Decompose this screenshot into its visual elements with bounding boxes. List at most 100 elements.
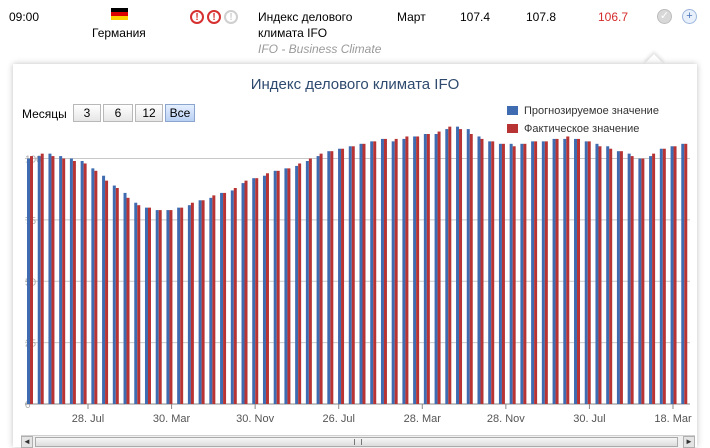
bar-actual [265, 173, 269, 404]
bar-forecast [498, 143, 502, 404]
bar-actual [51, 156, 55, 404]
bar-actual [169, 210, 173, 404]
bar-forecast [80, 161, 84, 404]
x-tick-label: 30. Nov [236, 413, 274, 425]
scroll-right-button[interactable]: ► [683, 436, 695, 448]
bar-forecast [531, 141, 535, 404]
bar-actual [30, 156, 33, 404]
bar-actual [298, 163, 302, 404]
importance-icon: ! [224, 10, 238, 24]
bar-actual [534, 141, 538, 404]
bar-forecast [413, 136, 417, 405]
bar-actual [491, 141, 495, 404]
scroll-left-button[interactable]: ◄ [21, 436, 33, 448]
bar-actual [83, 163, 87, 404]
bar-forecast [252, 178, 256, 404]
bar-forecast [37, 156, 41, 404]
range-button-3[interactable]: 3 [73, 104, 101, 122]
range-button-all[interactable]: Все [165, 104, 195, 122]
chart-scrollbar[interactable]: ◄ ► [21, 435, 695, 448]
range-button-12[interactable]: 12 [135, 104, 163, 122]
bar-forecast [616, 151, 620, 404]
bar-forecast [295, 165, 299, 404]
bar-actual [652, 153, 656, 404]
bar-actual [373, 141, 377, 404]
bar-forecast [659, 148, 663, 404]
bar-forecast [509, 143, 513, 404]
bar-actual [233, 188, 237, 404]
bar-actual [459, 129, 463, 404]
bar-actual [448, 126, 452, 405]
x-tick-label: 18. Mar [654, 413, 692, 425]
bar-forecast [48, 153, 52, 404]
bar-actual [276, 170, 280, 404]
bar-forecast [230, 190, 234, 404]
bar-actual [555, 138, 559, 404]
bar-forecast [466, 129, 470, 404]
bar-forecast [574, 138, 578, 404]
bar-forecast [638, 158, 642, 404]
bar-forecast [166, 210, 170, 404]
bar-forecast [198, 200, 202, 404]
bar-forecast [456, 126, 460, 405]
bar-actual [341, 148, 345, 404]
bar-actual [72, 161, 76, 404]
bar-actual [255, 178, 259, 404]
bar-forecast [59, 156, 63, 404]
bar-actual [416, 136, 420, 405]
bar-actual [480, 138, 484, 404]
bar-actual [566, 136, 570, 405]
bar-forecast [606, 146, 610, 404]
bar-forecast [69, 158, 73, 404]
event-actual: 107.4 [460, 10, 491, 24]
event-row[interactable]: 09:00 Германия ! ! ! Индекс делового кли… [0, 0, 710, 62]
bar-forecast [144, 207, 148, 404]
bar-forecast [273, 170, 277, 404]
bar-forecast [595, 143, 599, 404]
y-tick-label: 0 [25, 400, 31, 411]
scroll-thumb[interactable] [35, 437, 678, 447]
bar-forecast [563, 138, 567, 404]
bar-actual [115, 188, 119, 404]
bar-actual [426, 134, 430, 404]
bar-forecast [359, 143, 363, 404]
bar-forecast [391, 141, 395, 404]
add-icon[interactable]: + [682, 9, 697, 24]
bar-forecast [112, 185, 116, 404]
bar-forecast [284, 168, 288, 404]
bar-actual [126, 197, 130, 404]
bar-actual [662, 148, 666, 404]
x-tick-label: 30. Jul [573, 413, 605, 425]
x-tick-label: 28. Mar [404, 413, 442, 425]
bar-forecast [102, 175, 106, 404]
bar-actual [40, 153, 44, 404]
bar-actual [319, 153, 323, 404]
x-tick-label: 26. Jul [323, 413, 355, 425]
bar-forecast [27, 158, 30, 404]
bar-actual [544, 141, 548, 404]
bar-actual [244, 180, 248, 404]
bar-forecast [552, 138, 556, 404]
importance-icon: ! [207, 10, 221, 24]
bar-actual [201, 200, 205, 404]
bar-actual [405, 136, 409, 405]
bar-forecast [380, 138, 384, 404]
y-tick-label: 100 [25, 155, 42, 166]
importance-icon: ! [190, 10, 204, 24]
bar-actual [147, 207, 151, 404]
bar-forecast [649, 156, 653, 404]
bar-actual [512, 146, 516, 404]
bar-forecast [423, 134, 427, 404]
clock-icon[interactable]: ✓ [657, 9, 672, 24]
chart-title: Индекс делового климата IFO [250, 76, 460, 93]
bar-forecast [348, 146, 352, 404]
bar-forecast [305, 161, 309, 404]
bar-actual [501, 143, 505, 404]
bar-actual [330, 151, 334, 404]
x-tick-label: 30. Mar [153, 413, 191, 425]
bar-forecast [541, 141, 545, 404]
event-name: Индекс делового климата IFO [258, 10, 353, 40]
bar-actual [94, 170, 98, 404]
range-button-6[interactable]: 6 [103, 104, 133, 122]
